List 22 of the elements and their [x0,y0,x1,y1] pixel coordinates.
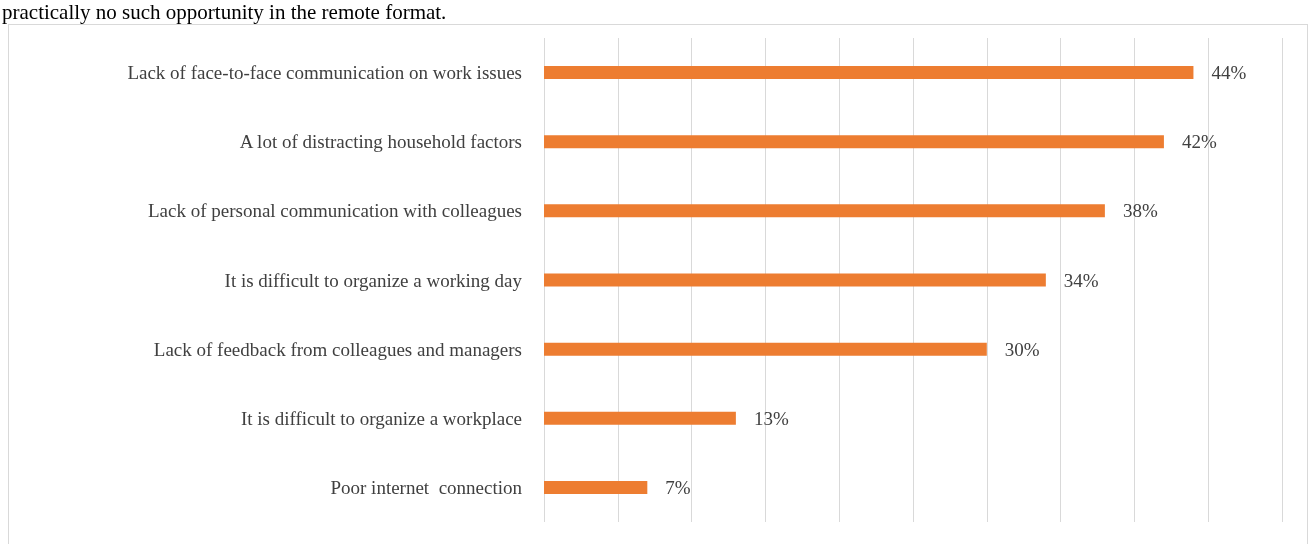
data-label: 42% [1181,131,1217,153]
data-label: 34% [1063,269,1099,291]
text: practically no such opportunity in the remote format. [2,0,447,25]
data-label: 13% [753,407,789,429]
y-tick-label: Lack of personal communication with colleagues [147,200,522,222]
bar [544,66,1194,80]
y-tick-label: It is difficult to organize a workplace [240,407,522,429]
bar [544,342,987,356]
y-tick-label: It is difficult to organize a working day [224,269,523,291]
bar [544,273,1046,287]
data-label: 30% [1004,338,1040,360]
y-tick-label: A lot of distracting household factors [239,131,522,153]
bar [544,135,1164,149]
data-label: 38% [1122,200,1158,222]
data-label: 7% [665,476,691,498]
bar [544,204,1105,218]
y-tick-label: Lack of feedback from colleagues and managers [153,338,522,360]
bar [544,411,736,425]
bar [544,480,648,494]
y-tick-label: Lack of face-to-face communication on work issues [127,62,522,84]
y-tick-label: Poor internet connection [330,476,523,498]
data-label: 44% [1211,62,1247,84]
